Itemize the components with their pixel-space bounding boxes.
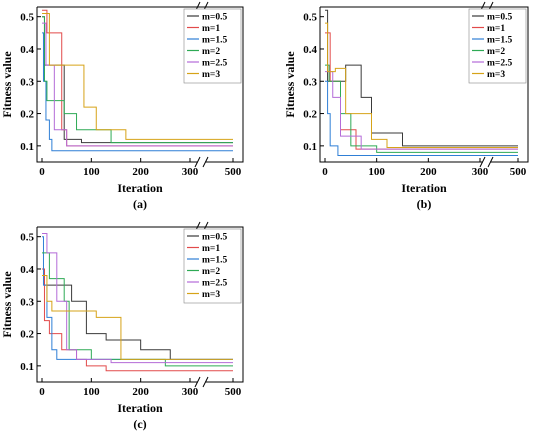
y-tick-label: 0.2 <box>303 109 317 121</box>
axis-break-mark <box>479 156 486 168</box>
x-tick-label: 200 <box>132 166 149 178</box>
y-tick-label: 0.2 <box>20 329 34 341</box>
legend-label: m=2.5 <box>202 59 227 69</box>
series-line-m-2_5 <box>42 22 233 147</box>
panel-caption: (a) <box>133 197 147 211</box>
legend-label: m=1.5 <box>202 36 227 46</box>
x-tick-label: 200 <box>420 166 437 178</box>
y-tick-label: 0.5 <box>303 12 317 24</box>
legend-label: m=0.5 <box>202 233 227 243</box>
legend-label: m=1 <box>487 24 505 34</box>
y-tick-label: 0.5 <box>20 232 34 244</box>
legend-label: m=1.5 <box>487 36 512 46</box>
legend-label: m=3 <box>487 70 505 80</box>
series-line-m-2_5 <box>325 71 518 150</box>
chart-panel-3: 0.1 0.2 0.3 0.4 0.5 0 100 200 300 500 Iteration Fit… <box>0 221 244 431</box>
axis-break-mark <box>487 156 494 168</box>
series-line-m-3 <box>42 274 233 360</box>
x-tick-label: 0 <box>322 166 328 178</box>
x-tick-label: 100 <box>83 166 100 178</box>
panel-caption: (c) <box>133 417 146 431</box>
y-tick-label: 0.1 <box>303 141 317 153</box>
chart-panel-1: 0.1 0.2 0.3 0.4 0.5 0 100 200 300 500 Iteration Fit… <box>0 1 244 211</box>
legend: m=0.5m=1 m=1.5m=2 m=2.5m=3 <box>183 228 242 304</box>
y-tick-label: 0.4 <box>303 44 317 56</box>
x-tick-label: 500 <box>225 386 242 398</box>
x-tick-label: 0 <box>39 386 45 398</box>
x-tick-label: 300 <box>182 166 199 178</box>
legend-label: m=1 <box>202 244 220 254</box>
axis-frame <box>37 6 244 163</box>
legend: m=0.5m=1 m=1.5m=2 m=2.5m=3 <box>183 8 242 84</box>
axis-left-bottom <box>36 7 198 163</box>
y-tick-label: 0.2 <box>20 109 34 121</box>
x-tick-label: 500 <box>510 166 527 178</box>
x-tick-label: 0 <box>39 166 45 178</box>
x-axis-title: Iteration <box>401 181 447 195</box>
x-tick-label: 300 <box>472 166 489 178</box>
legend-box <box>183 8 242 84</box>
legend-label: m=2 <box>202 267 220 277</box>
x-tick-label: 500 <box>225 166 242 178</box>
legend-box <box>468 8 527 84</box>
series-line-m-0_5 <box>42 268 233 360</box>
panel-caption: (b) <box>417 197 432 211</box>
y-axis-title: Fitness value <box>0 271 14 338</box>
series-line-m-2 <box>42 16 233 144</box>
legend-label: m=2 <box>202 47 220 57</box>
series-line-m-2_5 <box>42 232 233 364</box>
legend-label: m=0.5 <box>202 13 227 23</box>
y-tick-label: 0.1 <box>20 361 34 373</box>
y-tick-label: 0.3 <box>20 296 34 308</box>
x-tick-label: 100 <box>83 386 100 398</box>
legend-label: m=3 <box>202 70 220 80</box>
axis-left-bottom <box>319 7 483 163</box>
legend-label: m=3 <box>202 290 220 300</box>
legend-box <box>183 228 242 304</box>
legend-label: m=1 <box>202 24 220 34</box>
y-tick-label: 0.4 <box>20 44 34 56</box>
x-axis-title: Iteration <box>117 401 163 415</box>
chart-panel-2: 0.1 0.2 0.3 0.4 0.5 0 100 200 300 500 Iteration Fit… <box>283 1 529 211</box>
series-line-m-1_5 <box>42 236 233 360</box>
y-tick-label: 0.3 <box>303 76 317 88</box>
axis-left-bottom <box>36 227 198 383</box>
series-line-m-1_5 <box>325 80 518 157</box>
y-axis-title: Fitness value <box>283 51 297 118</box>
axis-break-mark <box>202 376 209 388</box>
legend-label: m=1.5 <box>202 256 227 266</box>
x-tick-label: 100 <box>368 166 385 178</box>
axis-break-mark <box>194 376 201 388</box>
legend-label: m=2.5 <box>487 59 512 69</box>
y-tick-label: 0.5 <box>20 12 34 24</box>
series-line-m-3 <box>42 12 233 140</box>
series-line-m-3 <box>325 22 518 148</box>
axis-break-mark <box>194 156 201 168</box>
axis-frame <box>320 6 529 163</box>
legend: m=0.5m=1 m=1.5m=2 m=2.5m=3 <box>468 8 527 84</box>
y-tick-label: 0.4 <box>20 264 34 276</box>
series-line-m-2 <box>42 252 233 367</box>
legend-label: m=2 <box>487 47 505 57</box>
x-tick-label: 200 <box>132 386 149 398</box>
y-axis-title: Fitness value <box>0 51 14 118</box>
axis-frame <box>37 226 244 383</box>
x-tick-label: 300 <box>182 386 199 398</box>
legend-label: m=0.5 <box>487 13 512 23</box>
x-axis-title: Iteration <box>117 181 163 195</box>
series-line-m-1_5 <box>42 32 233 152</box>
y-tick-label: 0.1 <box>20 141 34 153</box>
legend-label: m=2.5 <box>202 279 227 289</box>
y-tick-label: 0.3 <box>20 76 34 88</box>
axis-break-mark <box>202 156 209 168</box>
